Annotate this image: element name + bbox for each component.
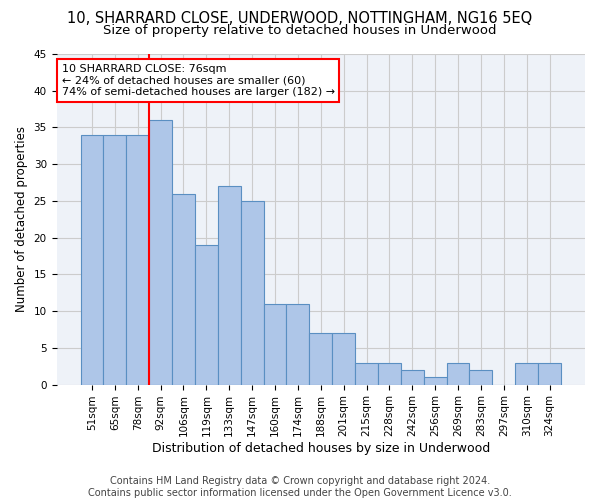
Text: Size of property relative to detached houses in Underwood: Size of property relative to detached ho… <box>103 24 497 37</box>
Bar <box>195 245 218 384</box>
Text: Contains HM Land Registry data © Crown copyright and database right 2024.
Contai: Contains HM Land Registry data © Crown c… <box>88 476 512 498</box>
Bar <box>538 362 561 384</box>
Bar <box>103 135 127 384</box>
Bar <box>310 333 332 384</box>
Bar <box>469 370 493 384</box>
Bar <box>80 135 103 384</box>
Bar <box>218 186 241 384</box>
Bar <box>332 333 355 384</box>
Bar <box>263 304 286 384</box>
Bar <box>446 362 469 384</box>
Text: 10, SHARRARD CLOSE, UNDERWOOD, NOTTINGHAM, NG16 5EQ: 10, SHARRARD CLOSE, UNDERWOOD, NOTTINGHA… <box>67 11 533 26</box>
Bar <box>401 370 424 384</box>
Y-axis label: Number of detached properties: Number of detached properties <box>15 126 28 312</box>
Bar <box>149 120 172 384</box>
Bar <box>355 362 378 384</box>
Bar <box>172 194 195 384</box>
Bar <box>515 362 538 384</box>
Bar <box>286 304 310 384</box>
Bar <box>241 201 263 384</box>
Bar <box>424 378 446 384</box>
Text: 10 SHARRARD CLOSE: 76sqm
← 24% of detached houses are smaller (60)
74% of semi-d: 10 SHARRARD CLOSE: 76sqm ← 24% of detach… <box>62 64 335 97</box>
X-axis label: Distribution of detached houses by size in Underwood: Distribution of detached houses by size … <box>152 442 490 455</box>
Bar <box>127 135 149 384</box>
Bar <box>378 362 401 384</box>
